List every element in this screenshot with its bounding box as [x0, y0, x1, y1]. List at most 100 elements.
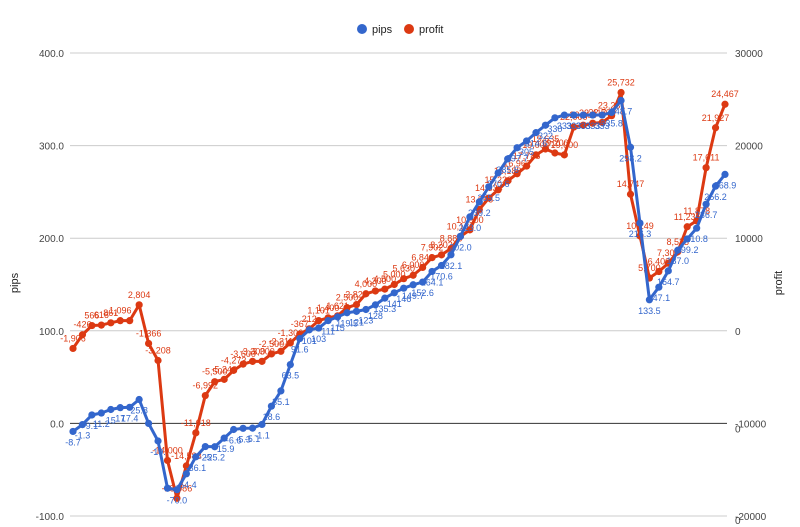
- data-point-pips[interactable]: [674, 246, 682, 254]
- data-point-pips[interactable]: [513, 144, 521, 152]
- data-point-pips[interactable]: [655, 283, 663, 291]
- data-point-profit[interactable]: [570, 123, 578, 131]
- data-point-pips[interactable]: [560, 111, 568, 119]
- data-point-profit[interactable]: [258, 357, 266, 365]
- data-point-pips[interactable]: [267, 402, 276, 410]
- data-point-pips[interactable]: [608, 108, 616, 117]
- data-point-profit[interactable]: [277, 347, 285, 355]
- data-point-pips[interactable]: [522, 137, 531, 145]
- data-point-profit[interactable]: [721, 100, 729, 108]
- data-point-profit[interactable]: [267, 350, 276, 358]
- data-point-pips[interactable]: [551, 114, 559, 122]
- data-point-pips[interactable]: [371, 301, 379, 309]
- data-point-pips[interactable]: [69, 427, 77, 436]
- data-point-profit[interactable]: [144, 339, 153, 348]
- data-point-pips[interactable]: [485, 183, 493, 191]
- data-point-profit[interactable]: [362, 290, 370, 298]
- data-point-profit[interactable]: [466, 226, 474, 234]
- data-point-profit[interactable]: [126, 317, 134, 325]
- data-point-profit[interactable]: [400, 275, 408, 283]
- data-point-pips[interactable]: [116, 404, 124, 412]
- data-point-pips[interactable]: [589, 111, 597, 119]
- data-point-profit[interactable]: [504, 177, 512, 185]
- data-point-pips[interactable]: [428, 267, 436, 276]
- data-point-pips[interactable]: [598, 111, 606, 119]
- data-point-pips[interactable]: [258, 420, 266, 429]
- data-point-profit[interactable]: [230, 366, 238, 374]
- data-point-pips[interactable]: [324, 317, 332, 325]
- data-point-profit[interactable]: [352, 301, 361, 309]
- data-point-pips[interactable]: [182, 470, 190, 478]
- data-point-profit[interactable]: [97, 321, 105, 329]
- data-point-profit[interactable]: [239, 360, 247, 368]
- data-point-pips[interactable]: [78, 421, 87, 429]
- data-point-profit[interactable]: [494, 186, 502, 194]
- data-point-profit[interactable]: [201, 391, 209, 400]
- data-point-pips[interactable]: [475, 198, 483, 206]
- data-point-pips[interactable]: [494, 169, 502, 177]
- data-point-pips[interactable]: [437, 261, 446, 270]
- data-point-pips[interactable]: [721, 170, 729, 178]
- data-point-pips[interactable]: [163, 484, 172, 492]
- data-point-profit[interactable]: [409, 271, 417, 279]
- data-point-pips[interactable]: [664, 267, 672, 275]
- data-point-pips[interactable]: [381, 294, 389, 302]
- data-point-pips[interactable]: [154, 437, 162, 445]
- data-point-pips[interactable]: [192, 453, 200, 461]
- data-point-profit[interactable]: [88, 321, 96, 330]
- data-point-pips[interactable]: [126, 403, 134, 411]
- data-point-pips[interactable]: [617, 96, 625, 105]
- data-point-profit[interactable]: [579, 121, 587, 129]
- data-point-profit[interactable]: [107, 319, 115, 327]
- data-point-profit[interactable]: [390, 280, 398, 289]
- data-point-pips[interactable]: [541, 121, 550, 129]
- data-point-profit[interactable]: [475, 205, 483, 214]
- data-point-pips[interactable]: [570, 111, 578, 119]
- data-point-pips[interactable]: [343, 309, 351, 317]
- data-point-pips[interactable]: [211, 443, 219, 451]
- data-point-profit[interactable]: [428, 254, 436, 262]
- data-point-profit[interactable]: [702, 164, 710, 172]
- data-point-profit[interactable]: [485, 194, 493, 202]
- data-point-pips[interactable]: [173, 486, 181, 494]
- data-point-profit[interactable]: [617, 88, 625, 97]
- data-point-pips[interactable]: [504, 155, 512, 163]
- data-point-pips[interactable]: [277, 387, 285, 395]
- data-point-profit[interactable]: [655, 267, 663, 276]
- data-point-pips[interactable]: [362, 305, 370, 314]
- data-point-pips[interactable]: [645, 296, 654, 304]
- data-point-profit[interactable]: [381, 285, 389, 293]
- data-point-pips[interactable]: [579, 111, 587, 119]
- data-point-profit[interactable]: [286, 339, 294, 347]
- legend[interactable]: pips profit: [357, 24, 443, 36]
- data-point-profit[interactable]: [211, 378, 219, 386]
- data-point-pips[interactable]: [333, 313, 342, 321]
- data-point-pips[interactable]: [201, 442, 209, 451]
- data-point-pips[interactable]: [626, 143, 635, 151]
- data-point-pips[interactable]: [107, 405, 115, 414]
- data-point-pips[interactable]: [400, 284, 408, 292]
- data-point-pips[interactable]: [144, 419, 153, 427]
- data-point-profit[interactable]: [135, 301, 143, 309]
- data-point-pips[interactable]: [456, 232, 465, 240]
- data-point-pips[interactable]: [390, 289, 398, 297]
- data-point-pips[interactable]: [305, 326, 313, 334]
- data-point-profit[interactable]: [683, 223, 691, 231]
- data-point-profit[interactable]: [78, 331, 87, 339]
- data-point-pips[interactable]: [683, 235, 691, 243]
- data-point-pips[interactable]: [419, 278, 427, 286]
- data-point-profit[interactable]: [220, 375, 228, 383]
- data-point-pips[interactable]: [286, 360, 294, 369]
- data-point-pips[interactable]: [88, 411, 96, 419]
- data-point-pips[interactable]: [239, 424, 247, 432]
- data-point-profit[interactable]: [598, 118, 606, 127]
- data-point-profit[interactable]: [371, 287, 379, 295]
- data-point-profit[interactable]: [315, 317, 323, 325]
- data-point-pips[interactable]: [352, 307, 361, 315]
- data-point-pips[interactable]: [711, 182, 720, 190]
- data-point-profit[interactable]: [541, 145, 550, 153]
- data-point-pips[interactable]: [296, 334, 304, 343]
- data-point-profit[interactable]: [551, 149, 559, 157]
- data-point-profit[interactable]: [343, 304, 351, 312]
- data-point-pips[interactable]: [532, 129, 540, 137]
